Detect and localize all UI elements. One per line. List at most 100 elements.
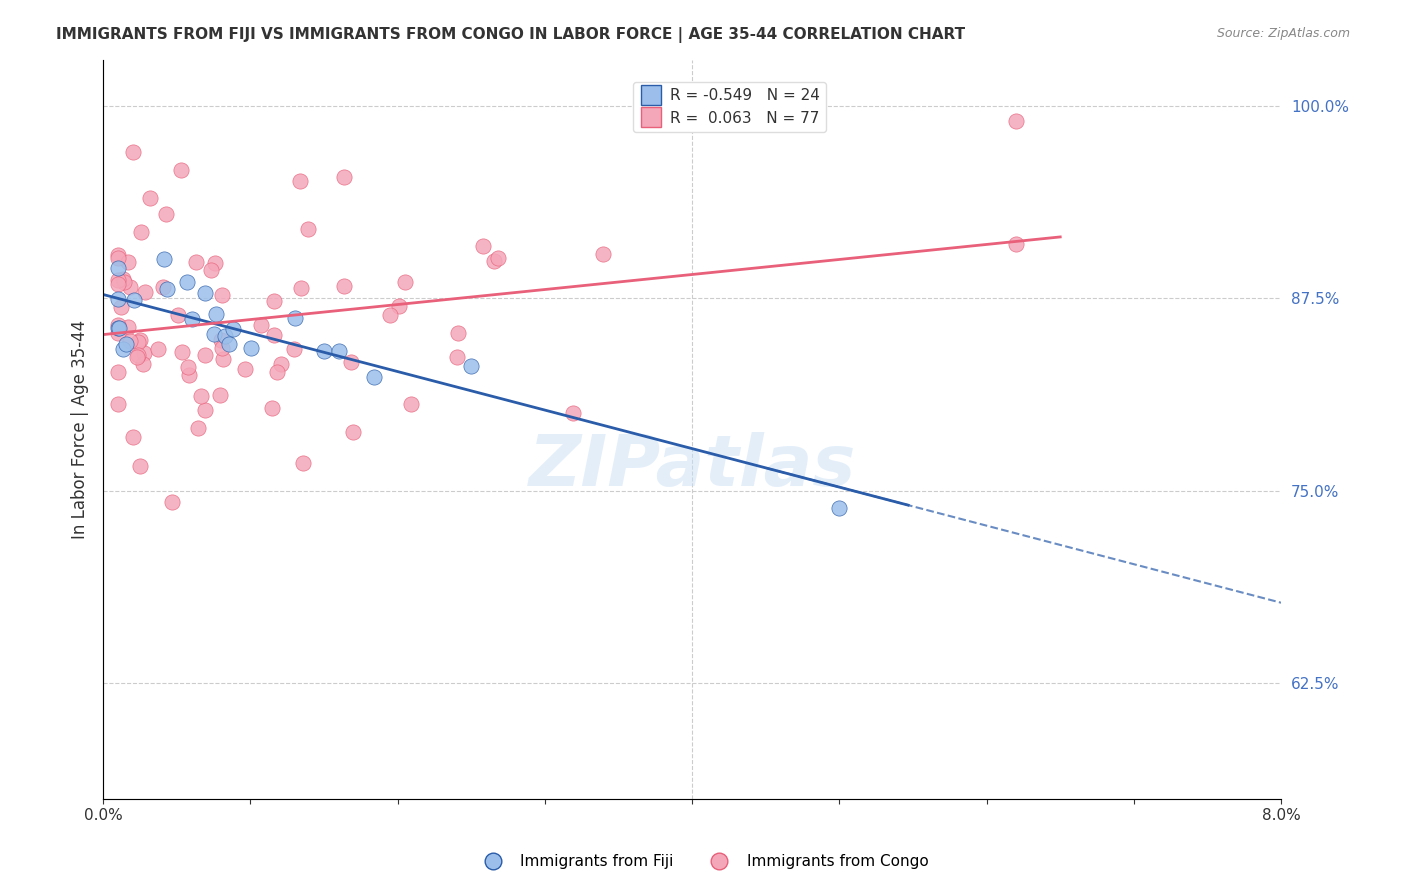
- Point: [107, 321, 129, 335]
- Point: [107, 326, 129, 341]
- Point: [270, 357, 292, 371]
- Point: [828, 500, 851, 515]
- Legend: R = -0.549   N = 24, R =  0.063   N = 77: R = -0.549 N = 24, R = 0.063 N = 77: [633, 82, 825, 132]
- Point: [166, 308, 188, 322]
- Point: [363, 370, 385, 384]
- Point: [112, 272, 135, 286]
- Point: [233, 361, 256, 376]
- Point: [333, 170, 356, 185]
- Point: [107, 272, 129, 286]
- Point: [160, 494, 183, 508]
- Point: [155, 282, 177, 296]
- Point: [194, 348, 217, 362]
- Point: [211, 287, 233, 301]
- Point: [127, 348, 149, 362]
- Point: [202, 326, 225, 341]
- Point: [484, 253, 506, 268]
- Point: [472, 239, 495, 253]
- Point: [117, 255, 139, 269]
- Point: [179, 368, 201, 383]
- Point: [297, 222, 319, 236]
- Point: [460, 359, 482, 373]
- Point: [592, 247, 614, 261]
- Point: [208, 388, 231, 402]
- Point: [212, 352, 235, 367]
- Point: [447, 326, 470, 341]
- Point: [176, 275, 198, 289]
- Point: [194, 285, 217, 300]
- Point: [291, 455, 314, 469]
- Point: [134, 346, 156, 360]
- Point: [122, 430, 145, 444]
- Point: [127, 351, 149, 365]
- Point: [121, 145, 143, 159]
- Point: [107, 318, 129, 333]
- Point: [170, 162, 193, 177]
- Point: [190, 389, 212, 403]
- Point: [266, 365, 288, 379]
- Point: [486, 251, 509, 265]
- Point: [214, 329, 236, 343]
- Point: [127, 335, 149, 350]
- Point: [114, 275, 136, 289]
- Point: [446, 350, 468, 364]
- Point: [260, 401, 283, 415]
- Point: [312, 344, 335, 359]
- Point: [172, 344, 194, 359]
- Point: [250, 318, 273, 333]
- Point: [561, 405, 583, 419]
- Point: [283, 342, 305, 356]
- Point: [180, 312, 202, 326]
- Point: [155, 206, 177, 220]
- Point: [1005, 114, 1028, 128]
- Point: [134, 285, 156, 299]
- Point: [110, 300, 132, 314]
- Point: [263, 294, 285, 309]
- Point: [205, 307, 228, 321]
- Point: [194, 402, 217, 417]
- Point: [1005, 237, 1028, 252]
- Point: [108, 320, 131, 334]
- Point: [388, 299, 411, 313]
- Point: [128, 458, 150, 473]
- Text: Source: ZipAtlas.com: Source: ZipAtlas.com: [1216, 27, 1350, 40]
- Point: [153, 252, 176, 267]
- Point: [204, 256, 226, 270]
- Point: [342, 425, 364, 439]
- Point: [263, 328, 285, 343]
- Point: [122, 293, 145, 307]
- Y-axis label: In Labor Force | Age 35-44: In Labor Force | Age 35-44: [72, 319, 89, 539]
- Text: IMMIGRANTS FROM FIJI VS IMMIGRANTS FROM CONGO IN LABOR FORCE | AGE 35-44 CORRELA: IMMIGRANTS FROM FIJI VS IMMIGRANTS FROM …: [56, 27, 966, 43]
- Point: [211, 341, 233, 355]
- Point: [380, 308, 402, 322]
- Point: [120, 280, 142, 294]
- Point: [328, 343, 350, 358]
- Legend: Immigrants from Fiji, Immigrants from Congo: Immigrants from Fiji, Immigrants from Co…: [471, 848, 935, 875]
- Point: [131, 357, 153, 371]
- Point: [139, 191, 162, 205]
- Point: [240, 341, 263, 355]
- Point: [200, 262, 222, 277]
- Point: [107, 260, 129, 275]
- Point: [107, 365, 129, 379]
- Point: [129, 225, 152, 239]
- Point: [107, 251, 129, 265]
- Point: [222, 322, 245, 336]
- Point: [117, 320, 139, 334]
- Text: ZIPatlas: ZIPatlas: [529, 432, 856, 500]
- Point: [340, 355, 363, 369]
- Point: [290, 281, 312, 295]
- Point: [187, 421, 209, 435]
- Point: [146, 343, 169, 357]
- Point: [209, 333, 232, 347]
- Point: [152, 280, 174, 294]
- Point: [288, 174, 311, 188]
- Point: [283, 311, 305, 326]
- Point: [333, 279, 356, 293]
- Point: [128, 333, 150, 347]
- Point: [399, 397, 422, 411]
- Point: [107, 292, 129, 306]
- Point: [114, 337, 136, 351]
- Point: [177, 360, 200, 375]
- Point: [107, 248, 129, 262]
